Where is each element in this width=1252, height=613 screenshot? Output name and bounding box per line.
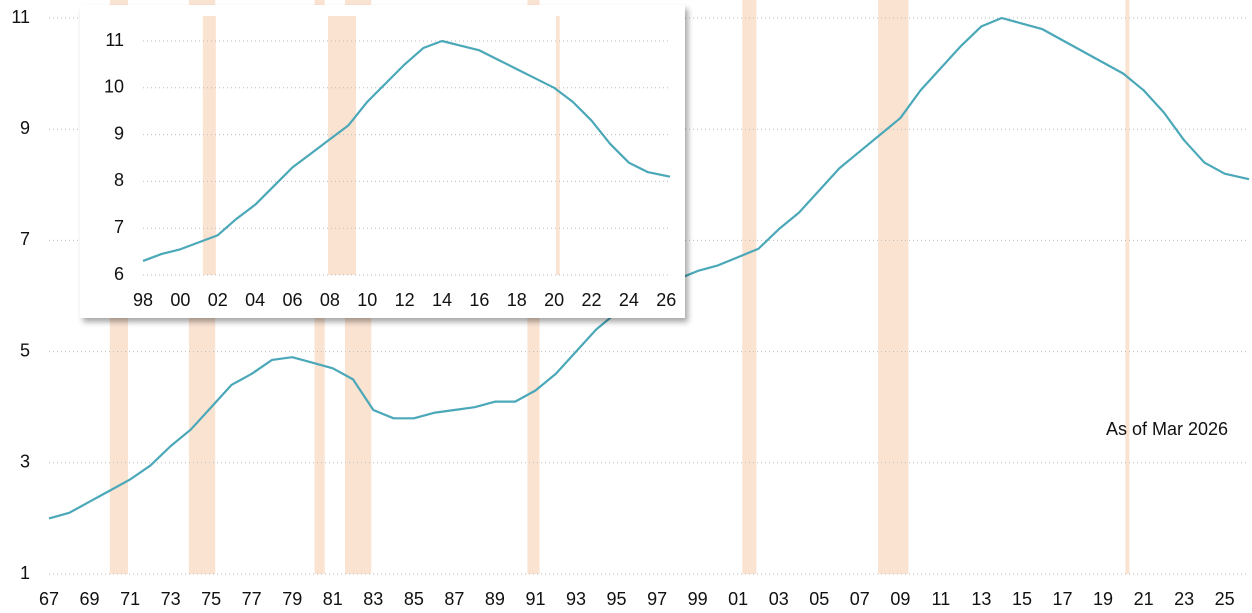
x-tick-label: 75 bbox=[201, 589, 221, 609]
x-tick-label: 06 bbox=[282, 290, 302, 310]
y-tick-label: 3 bbox=[20, 452, 30, 472]
x-tick-label: 98 bbox=[133, 290, 153, 310]
x-tick-label: 18 bbox=[507, 290, 527, 310]
x-tick-label: 69 bbox=[80, 589, 100, 609]
x-tick-label: 87 bbox=[444, 589, 464, 609]
y-tick-label: 11 bbox=[11, 7, 30, 27]
x-tick-label: 21 bbox=[1134, 589, 1154, 609]
x-tick-label: 11 bbox=[932, 589, 951, 609]
x-tick-label: 93 bbox=[566, 589, 586, 609]
x-tick-label: 19 bbox=[1093, 589, 1113, 609]
x-tick-label: 22 bbox=[581, 290, 601, 310]
y-tick-label: 9 bbox=[114, 123, 124, 143]
y-tick-label: 9 bbox=[20, 118, 30, 138]
y-tick-label: 10 bbox=[104, 77, 124, 97]
x-tick-label: 17 bbox=[1052, 589, 1072, 609]
y-tick-label: 7 bbox=[114, 217, 124, 237]
x-tick-label: 79 bbox=[282, 589, 302, 609]
data-line bbox=[142, 39, 671, 262]
y-tick-label: 11 bbox=[105, 30, 124, 50]
x-tick-label: 07 bbox=[850, 589, 870, 609]
y-tick-label: 6 bbox=[114, 264, 124, 284]
y-tick-label: 5 bbox=[20, 340, 30, 360]
x-tick-label: 08 bbox=[320, 290, 340, 310]
x-tick-label: 77 bbox=[242, 589, 262, 609]
x-tick-label: 25 bbox=[1215, 589, 1235, 609]
x-tick-label: 95 bbox=[607, 589, 627, 609]
x-tick-label: 10 bbox=[357, 290, 377, 310]
annotation: As of Mar 2026 bbox=[1106, 419, 1228, 439]
x-tick-label: 12 bbox=[395, 290, 415, 310]
x-tick-label: 97 bbox=[647, 589, 667, 609]
x-tick-label: 09 bbox=[890, 589, 910, 609]
x-tick-label: 73 bbox=[161, 589, 181, 609]
x-tick-label: 13 bbox=[971, 589, 991, 609]
recession-band bbox=[742, 0, 757, 574]
x-tick-label: 67 bbox=[39, 589, 59, 609]
x-tick-label: 85 bbox=[404, 589, 424, 609]
x-tick-label: 83 bbox=[363, 589, 383, 609]
x-tick-label: 05 bbox=[809, 589, 829, 609]
y-tick-label: 1 bbox=[20, 563, 30, 583]
x-tick-label: 02 bbox=[208, 290, 228, 310]
x-tick-label: 26 bbox=[656, 290, 676, 310]
recession-band bbox=[1125, 0, 1130, 574]
recession-band bbox=[202, 16, 216, 275]
inset-chart: 6 7 8 9 10 11 98 00 02 04 06 08 10 12 14 16 18 20 22 24 26 bbox=[80, 5, 685, 318]
recession-band bbox=[556, 16, 560, 275]
x-tick-label: 24 bbox=[619, 290, 639, 310]
x-tick-label: 03 bbox=[769, 589, 789, 609]
x-tick-label: 89 bbox=[485, 589, 505, 609]
x-tick-label: 14 bbox=[432, 290, 452, 310]
x-tick-label: 99 bbox=[688, 589, 708, 609]
recession-band bbox=[878, 0, 909, 574]
x-tick-label: 81 bbox=[323, 589, 343, 609]
recession-band bbox=[328, 16, 357, 275]
x-tick-label: 04 bbox=[245, 290, 265, 310]
x-tick-label: 15 bbox=[1012, 589, 1032, 609]
inset-panel bbox=[80, 5, 685, 318]
y-tick-label: 8 bbox=[114, 170, 124, 190]
x-tick-label: 00 bbox=[170, 290, 190, 310]
x-tick-label: 16 bbox=[469, 290, 489, 310]
x-tick-label: 91 bbox=[525, 589, 545, 609]
x-tick-label: 23 bbox=[1174, 589, 1194, 609]
x-tick-label: 01 bbox=[728, 589, 748, 609]
x-tick-label: 20 bbox=[544, 290, 564, 310]
x-tick-label: 71 bbox=[120, 589, 140, 609]
y-tick-label: 7 bbox=[20, 229, 30, 249]
